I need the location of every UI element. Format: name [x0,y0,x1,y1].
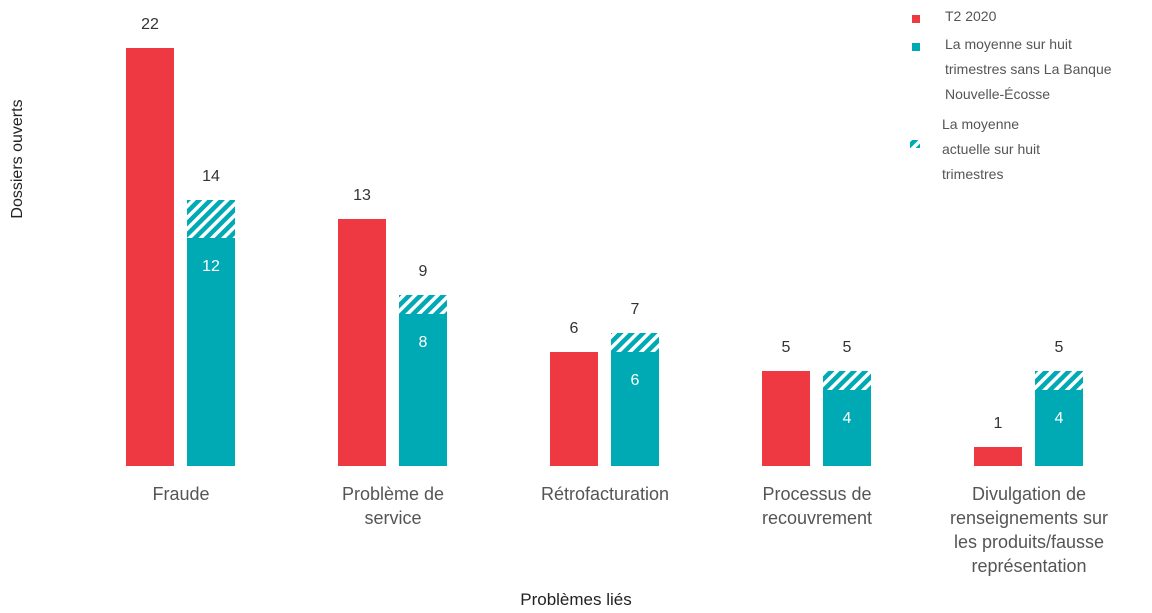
bar [1035,390,1083,466]
legend-swatch [912,15,920,23]
value-label: 22 [141,16,159,33]
value-label: 5 [1054,339,1064,356]
bar [550,352,598,466]
value-label: 6 [569,320,579,337]
legend-swatch [910,140,920,148]
value-label: 12 [202,258,220,275]
value-label: 4 [1054,410,1064,427]
bar [399,314,447,466]
x-tick-label: Processus de recouvrement [761,484,873,528]
value-label: 6 [630,372,640,389]
value-label: 9 [418,263,428,280]
bar [126,48,174,466]
value-label: 4 [842,410,852,427]
value-label: 13 [353,187,371,204]
bar [762,371,810,466]
value-label: 8 [418,334,428,351]
value-label: 7 [630,301,640,318]
value-label: 1 [993,415,1003,432]
bar [187,238,235,466]
value-label: 5 [842,339,852,356]
bar [611,352,659,466]
legend-label: T2 2020 [945,8,997,24]
legend-label: La moyenne actuelle sur huit trimestres [942,116,1041,182]
x-axis-title: Problèmes liés [520,590,632,609]
x-tick-label: Divulgation de renseignements sur les pr… [949,484,1109,576]
legend-swatch [912,43,920,51]
legend-label: La moyenne sur huit trimestres sans La B… [945,36,1112,102]
bar [974,447,1022,466]
y-axis-title: Dossiers ouverts [9,99,26,219]
bar [338,219,386,466]
x-tick-label: Fraude [152,484,210,504]
bar [823,390,871,466]
value-label: 5 [781,339,791,356]
x-tick-label: Problème de service [341,484,445,528]
x-tick-label: Rétrofacturation [540,484,670,504]
value-label: 14 [202,168,220,185]
